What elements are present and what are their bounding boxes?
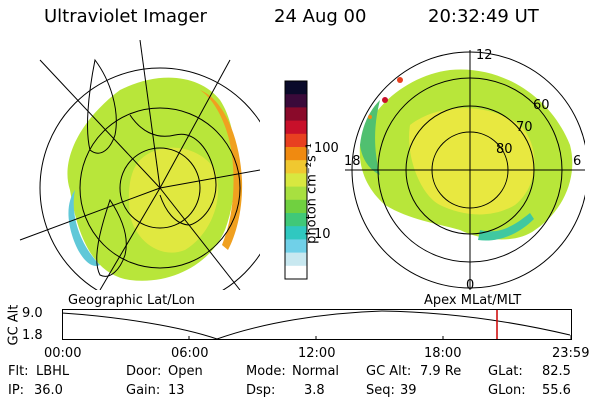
polar-dusk-arc	[478, 213, 534, 241]
param-seq-value: 39	[400, 383, 417, 398]
colorbar-band	[285, 147, 307, 161]
param-glat-label: GLat:	[488, 364, 523, 379]
mlt-label-dusk: 18	[344, 154, 361, 169]
instrument-title: Ultraviolet Imager	[44, 6, 207, 27]
colorbar-unit-label: photon cm⁻²s⁻¹	[304, 143, 320, 244]
colorbar-band	[285, 199, 307, 214]
altitude-strip-plot	[62, 309, 572, 340]
colorbar-band	[285, 120, 307, 135]
colorbar-tick-10: 10	[314, 227, 331, 242]
polar-emission-core	[409, 108, 535, 215]
geo-coastline-continent	[96, 198, 127, 277]
param-door-label: Door:	[126, 364, 162, 379]
polar-emission-edge	[360, 100, 380, 175]
colorbar-band	[285, 173, 307, 188]
param-mode-label: Mode:	[246, 364, 286, 379]
strip-right-caption: Apex MLat/MLT	[424, 293, 522, 308]
colorbar-tick-100: 100	[314, 141, 339, 156]
colorbar-band	[285, 81, 307, 95]
strip-y-low: 1.8	[22, 328, 43, 343]
mlat-label-70: 70	[516, 120, 533, 135]
magnetic-polar-panel: 12 0 18 6 60 70 80	[344, 48, 585, 293]
geo-coastline-arctic	[129, 114, 217, 226]
strip-left-caption: Geographic Lat/Lon	[68, 293, 195, 308]
polar-bright-spots	[368, 77, 403, 119]
param-ip-value: 36.0	[34, 383, 63, 398]
colorbar-band	[285, 133, 307, 148]
colorbar-band	[285, 252, 307, 267]
observation-date: 24 Aug 00	[274, 6, 367, 27]
colorbar	[284, 80, 308, 280]
time-tick-1200: 12:00	[298, 346, 336, 361]
param-glon-label: GLon:	[488, 383, 526, 398]
colorbar-band	[285, 107, 307, 122]
geo-coastline-greenland	[87, 58, 117, 154]
param-ip-label: IP:	[8, 383, 25, 398]
param-gain-value: 13	[168, 383, 185, 398]
colorbar-band	[285, 160, 307, 174]
geo-dayside-arc	[200, 90, 243, 250]
param-glat-value: 82.5	[542, 364, 571, 379]
time-tick-2359: 23:59	[552, 346, 590, 361]
param-dsp-label: Dsp:	[246, 383, 276, 398]
altitude-curve	[62, 310, 571, 340]
colorbar-band	[285, 265, 307, 280]
mlat-label-80: 80	[496, 142, 513, 157]
param-gcalt-value: 7.9 Re	[420, 364, 462, 379]
observation-time: 20:32:49 UT	[428, 6, 539, 27]
param-filter-value: LBHL	[36, 364, 70, 379]
colorbar-band	[285, 213, 307, 227]
mlt-label-dawn: 6	[573, 154, 581, 169]
param-seq-label: Seq:	[366, 383, 395, 398]
param-door-value: Open	[168, 364, 203, 379]
param-gain-label: Gain:	[126, 383, 161, 398]
mlt-label-noon: 12	[476, 48, 493, 63]
geographic-image-panel	[19, 40, 260, 290]
param-filter-label: Flt:	[8, 364, 29, 379]
param-dsp-value: 3.8	[304, 383, 325, 398]
mlat-label-60: 60	[533, 98, 550, 113]
param-gcalt-label: GC Alt:	[366, 364, 412, 379]
mlt-label-midnight: 0	[466, 278, 474, 293]
geo-emission-edge	[68, 190, 100, 266]
strip-y-high: 9.0	[22, 306, 43, 321]
geo-emission-core	[128, 147, 219, 253]
param-glon-value: 55.6	[542, 383, 571, 398]
strip-y-label: GC Alt	[6, 304, 22, 346]
time-tick-1800: 18:00	[424, 346, 462, 361]
colorbar-band	[285, 226, 307, 240]
colorbar-band	[285, 239, 307, 254]
colorbar-band	[285, 94, 307, 108]
param-mode-value: Normal	[292, 364, 340, 379]
time-tick-0000: 00:00	[44, 346, 82, 361]
colorbar-band	[285, 186, 307, 201]
time-tick-0600: 06:00	[171, 346, 209, 361]
